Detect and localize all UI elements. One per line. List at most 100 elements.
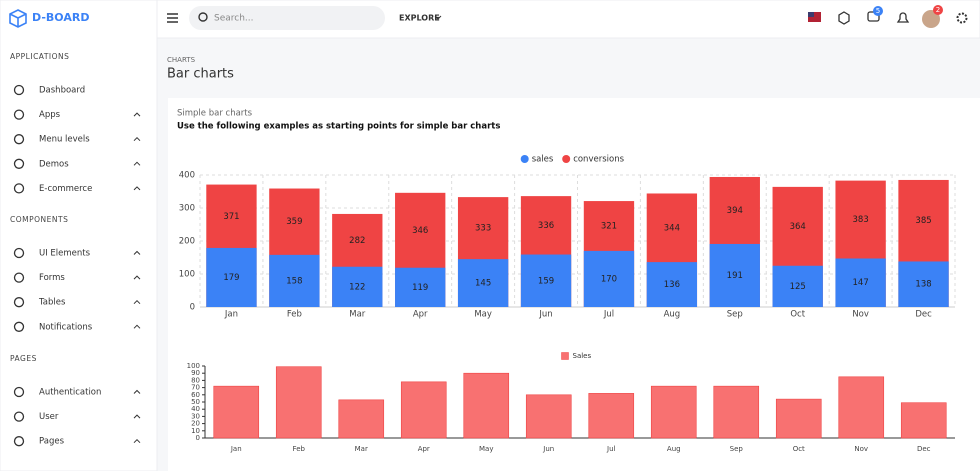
x-tick-label: Oct	[793, 445, 805, 453]
bar[interactable]	[520, 254, 572, 307]
legend-item[interactable]: conversions	[562, 155, 625, 165]
legend-marker	[561, 352, 569, 360]
search-box[interactable]: Search...	[189, 6, 385, 30]
y-tick-label: 20	[191, 420, 200, 428]
bar[interactable]	[525, 394, 572, 439]
bar[interactable]	[650, 385, 697, 439]
bar[interactable]	[269, 254, 320, 307]
nav-item[interactable]: Menu levels	[13, 134, 141, 145]
bar[interactable]	[338, 399, 385, 439]
x-tick-label: Nov	[854, 445, 868, 453]
badge	[933, 5, 943, 15]
menu-button[interactable]	[167, 13, 178, 23]
bar[interactable]	[588, 393, 635, 439]
nav-item[interactable]: E-commerce	[13, 183, 141, 194]
data-label: 158	[286, 276, 302, 286]
bar[interactable]	[775, 398, 822, 439]
chevron	[133, 389, 141, 394]
bar[interactable]	[646, 262, 698, 307]
legend-item[interactable]: sales	[520, 155, 554, 165]
nav-item[interactable]: Dashboard	[13, 84, 86, 96]
data-label: 383	[853, 215, 869, 225]
bar[interactable]	[838, 376, 885, 439]
x-tick-label: Jun	[542, 445, 554, 453]
nav-item[interactable]: UI Elements	[13, 247, 141, 259]
y-tick-label: 80	[191, 376, 200, 384]
y-tick-label: 400	[179, 171, 195, 181]
data-label: 364	[790, 222, 806, 232]
x-tick-label: Jan	[224, 310, 238, 320]
bar[interactable]	[206, 247, 257, 307]
bar[interactable]	[275, 366, 322, 439]
explore: EXPLORE	[399, 14, 440, 23]
avatar[interactable]: 2	[922, 5, 943, 28]
bar[interactable]	[900, 402, 947, 439]
card-subtitle: Use the following examples as starting p…	[177, 122, 500, 132]
nav-item[interactable]: Forms	[13, 272, 141, 283]
x-tick-label: Sep	[727, 310, 743, 320]
brand-logo[interactable]: D-BOARD	[9, 9, 89, 28]
x-tick-label: Aug	[667, 445, 681, 453]
nav-item[interactable]: Apps	[13, 109, 141, 120]
explore-menu[interactable]: EXPLORE	[399, 14, 442, 23]
data-label: 119	[412, 283, 428, 293]
nav-icon	[13, 134, 25, 145]
chevron	[133, 136, 141, 142]
bar[interactable]	[835, 258, 886, 307]
logo-icon	[9, 9, 27, 28]
nav-icon	[13, 411, 25, 422]
nav-icon	[13, 247, 25, 259]
x-tick-label: Sep	[730, 445, 744, 453]
x-tick-label: Mar	[355, 445, 368, 453]
nav-icon	[13, 84, 25, 96]
bar[interactable]	[463, 372, 510, 439]
chevron	[133, 250, 141, 255]
nav-icon	[13, 321, 25, 332]
bar[interactable]	[713, 385, 760, 439]
data-label: 394	[727, 206, 743, 216]
chevron	[133, 186, 141, 191]
bell-icon[interactable]	[896, 12, 910, 23]
nav-label: User	[39, 412, 59, 422]
bar[interactable]	[332, 266, 383, 307]
chevron	[133, 112, 141, 117]
nav-item[interactable]: Notifications	[13, 321, 141, 332]
bar[interactable]	[457, 259, 509, 307]
search-field	[189, 6, 385, 30]
bar[interactable]	[395, 267, 446, 307]
legend-marker	[562, 155, 571, 163]
nav-item[interactable]: User	[13, 411, 141, 422]
bar[interactable]	[400, 381, 447, 439]
nav-label: Tables	[38, 298, 66, 308]
data-label: 359	[286, 217, 302, 227]
chevron	[434, 15, 442, 20]
avatar-image	[922, 10, 940, 28]
bar[interactable]	[898, 261, 949, 307]
x-tick-label: Jun	[538, 310, 552, 320]
brand: D-BOARD	[32, 11, 89, 24]
flag	[808, 12, 821, 22]
nav-item[interactable]: Tables	[13, 297, 141, 308]
x-tick-label: May	[474, 310, 492, 320]
nav-item[interactable]: Pages	[13, 436, 141, 447]
y-tick-label: 0	[190, 303, 195, 313]
x-tick-label: Apr	[413, 310, 428, 320]
messages[interactable]: 5	[867, 6, 883, 22]
legend-item[interactable]: Sales	[561, 352, 592, 360]
language-flag[interactable]	[808, 12, 821, 22]
apps-icon[interactable]	[838, 11, 850, 25]
nav-item[interactable]: Demos	[13, 158, 141, 169]
bar[interactable]	[583, 250, 635, 307]
nav-label: UI Elements	[39, 249, 91, 259]
bar[interactable]	[213, 385, 260, 439]
chevron	[133, 275, 141, 280]
bar[interactable]	[772, 265, 823, 307]
nav-item[interactable]: Authentication	[13, 386, 141, 398]
settings-icon[interactable]	[956, 12, 968, 24]
y-tick-label: 70	[191, 384, 200, 392]
bar[interactable]	[709, 243, 760, 307]
y-tick-label: 0	[196, 434, 200, 442]
x-tick-label: Jul	[603, 310, 614, 320]
nav-icon	[13, 183, 25, 194]
